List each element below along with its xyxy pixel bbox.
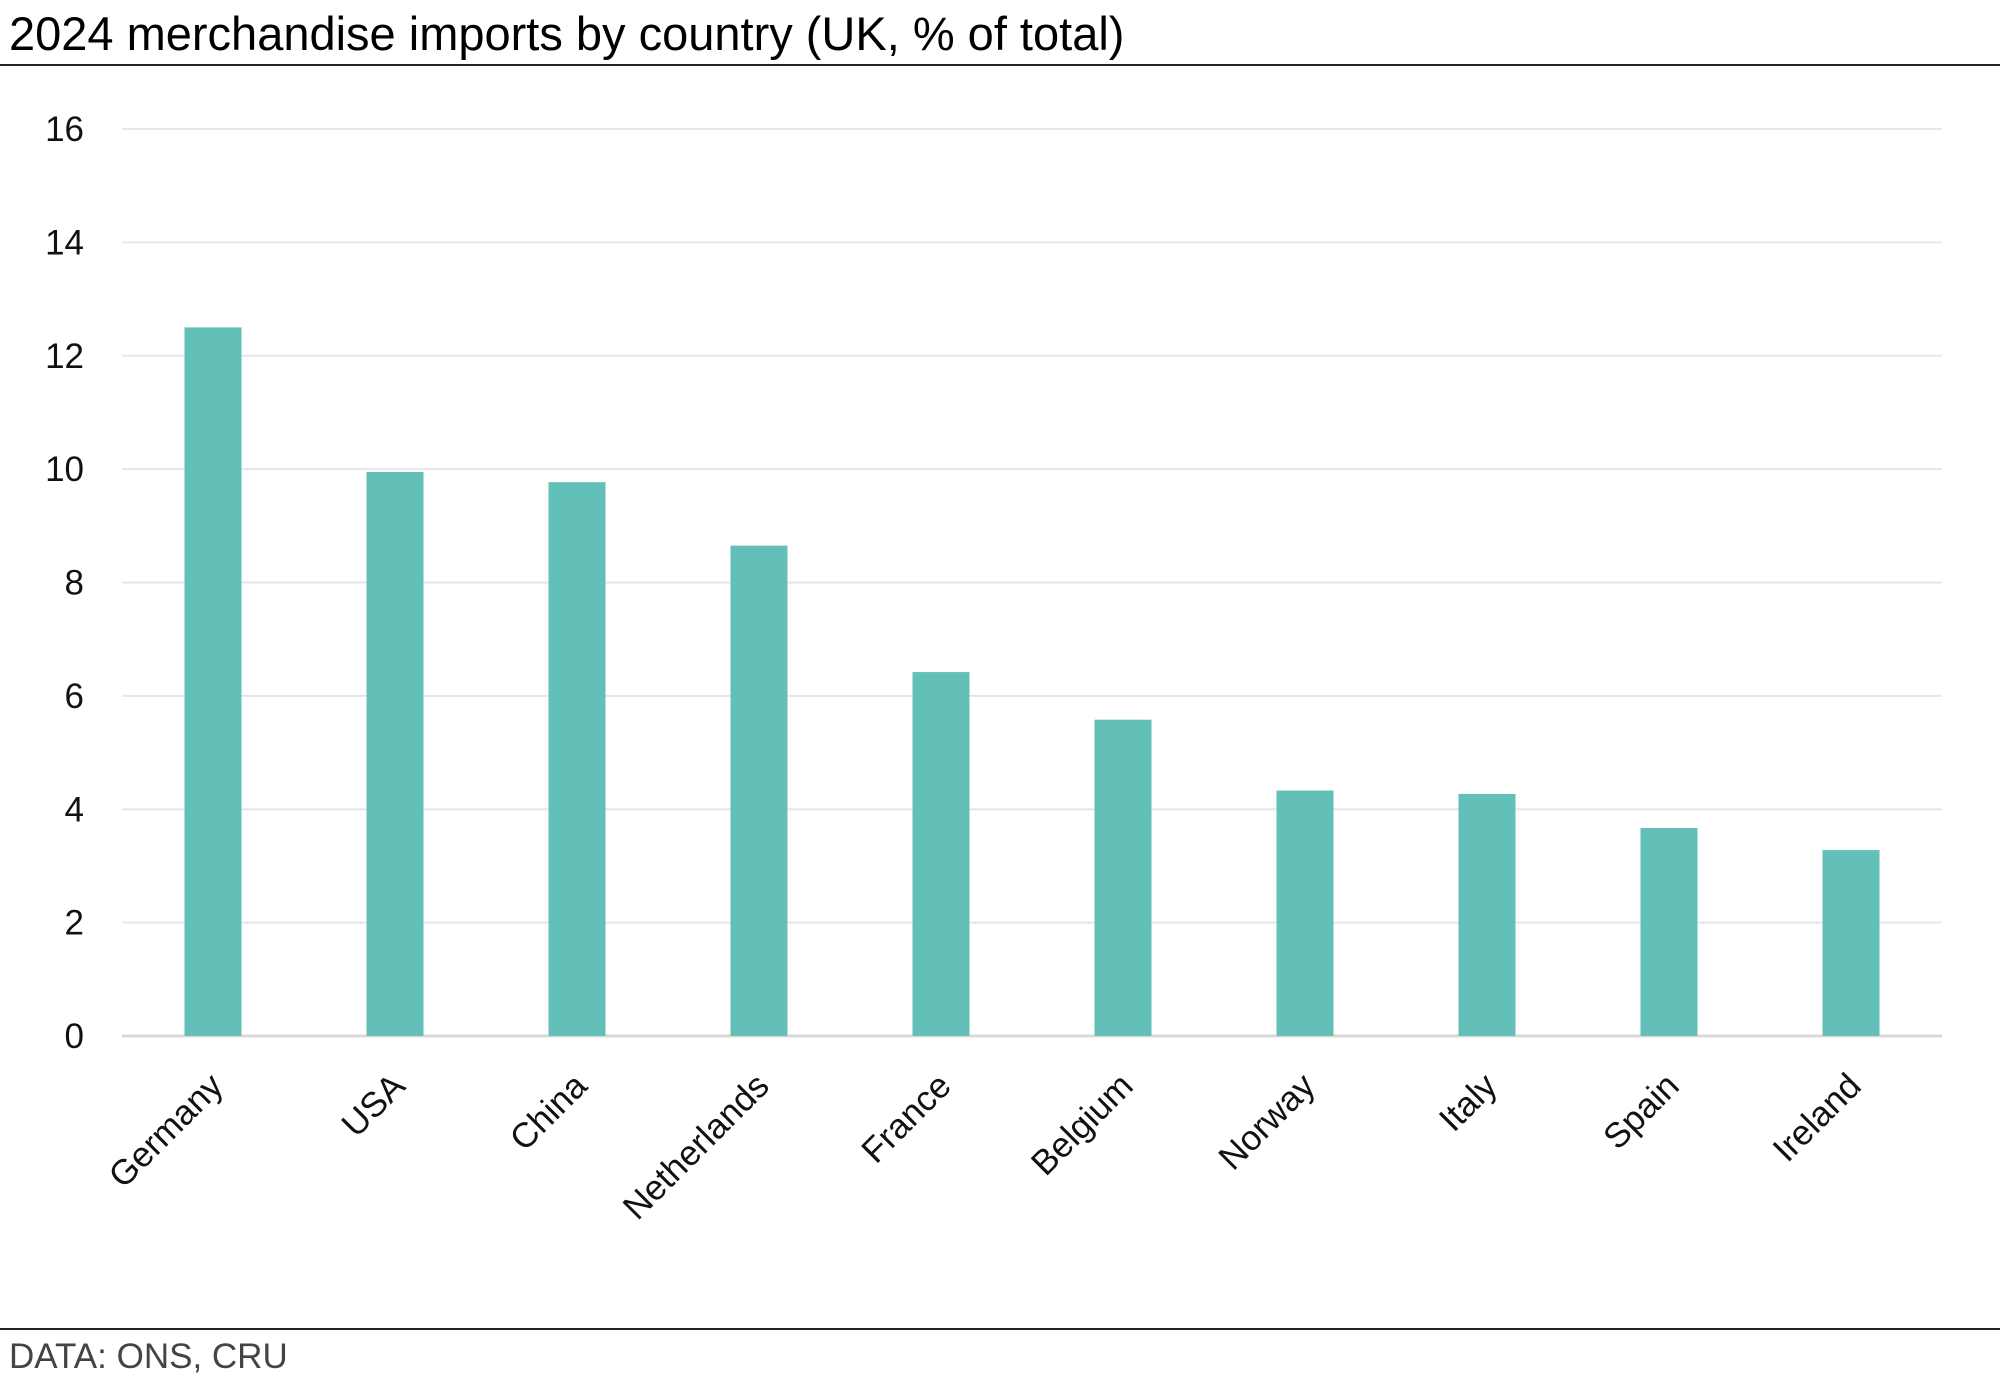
bar-italy (1458, 793, 1516, 1036)
y-tick-label: 2 (65, 904, 84, 943)
x-category-label: China (502, 1066, 595, 1159)
x-axis-labels: Germany USA China Netherlands France Belgium N… (101, 1066, 1868, 1227)
x-category-label: Ireland (1765, 1066, 1868, 1169)
y-tick-label: 14 (45, 223, 84, 262)
footer-rule (0, 1328, 2000, 1330)
bar-germany (184, 327, 242, 1036)
gridlines (122, 128, 1942, 1038)
y-tick-label: 12 (45, 337, 84, 376)
bar-china (548, 482, 606, 1037)
y-tick-label: 6 (65, 677, 84, 716)
bars (184, 327, 1880, 1037)
x-category-label: Spain (1596, 1066, 1687, 1157)
x-category-label: Norway (1211, 1066, 1323, 1178)
x-category-label: Italy (1432, 1066, 1505, 1139)
x-category-label: USA (334, 1066, 413, 1145)
y-axis-ticks: 0 2 4 6 8 10 12 14 16 (45, 110, 84, 1056)
source-note: DATA: ONS, CRU (9, 1337, 288, 1376)
y-tick-label: 0 (65, 1017, 84, 1056)
bar-belgium (1094, 719, 1152, 1036)
bar-ireland (1822, 850, 1880, 1036)
bar-chart: 0 2 4 6 8 10 12 14 16 Germany USA China Netherlands… (45, 110, 1942, 1227)
y-tick-label: 4 (65, 790, 84, 829)
bar-norway (1276, 790, 1334, 1036)
x-category-label: Netherlands (616, 1066, 777, 1227)
chart-title: 2024 merchandise imports by country (UK,… (9, 7, 1125, 60)
title-rule (0, 64, 2000, 66)
x-category-label: Germany (101, 1066, 231, 1196)
bar-france (912, 672, 970, 1036)
y-tick-label: 16 (45, 110, 84, 149)
bar-spain (1640, 827, 1698, 1036)
bar-netherlands (730, 545, 788, 1036)
x-category-label: Belgium (1024, 1066, 1141, 1183)
x-category-label: France (854, 1066, 959, 1171)
y-tick-label: 10 (45, 450, 84, 489)
bar-usa (366, 471, 424, 1037)
y-tick-label: 8 (65, 564, 84, 603)
